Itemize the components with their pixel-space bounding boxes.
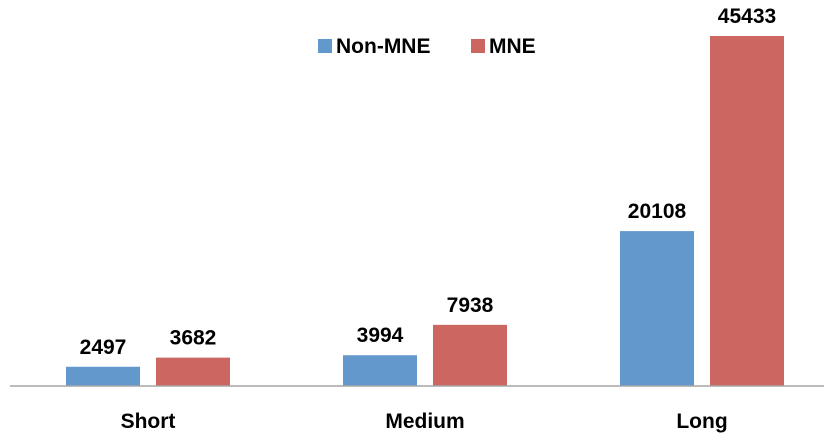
category-label-long: Long (676, 410, 727, 433)
legend-label-non-mne: Non-MNE (336, 35, 430, 58)
bar-mne-short (156, 357, 230, 386)
category-labels-group: Short Medium Long (121, 410, 728, 433)
value-label-mne-long: 45433 (718, 5, 776, 28)
category-label-medium: Medium (385, 410, 464, 433)
bar-non-mne-short (66, 366, 140, 386)
bar-mne-medium (433, 324, 507, 386)
value-label-non-mne-short: 2497 (80, 336, 127, 359)
bar-non-mne-long (620, 231, 694, 386)
bars-group (66, 36, 784, 386)
bar-mne-long (710, 36, 784, 386)
value-label-mne-medium: 7938 (447, 294, 494, 317)
bar-non-mne-medium (343, 355, 417, 386)
legend-label-mne: MNE (489, 35, 536, 58)
legend-swatch-non-mne (318, 39, 332, 53)
legend-swatch-mne (471, 39, 485, 53)
category-label-short: Short (121, 410, 176, 433)
legend: Non-MNE MNE (318, 35, 536, 58)
value-label-non-mne-medium: 3994 (357, 324, 404, 347)
value-label-non-mne-long: 20108 (628, 200, 687, 223)
value-label-mne-short: 3682 (170, 327, 217, 350)
value-labels-group: 2497 3682 3994 7938 20108 45433 (80, 5, 777, 359)
